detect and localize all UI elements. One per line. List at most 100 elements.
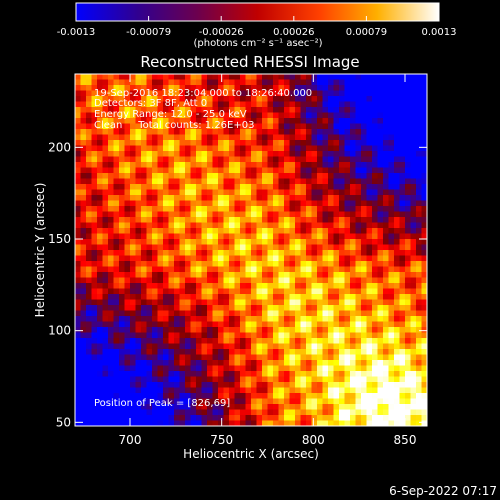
heatmap-cell xyxy=(157,101,164,108)
heatmap-cell xyxy=(421,129,428,135)
heatmap-cell xyxy=(179,299,186,306)
heatmap-cell xyxy=(185,200,191,207)
heatmap-cell xyxy=(102,129,109,135)
heatmap-cell xyxy=(295,272,301,278)
heatmap-cell xyxy=(388,272,395,278)
heatmap-cell xyxy=(75,371,81,377)
heatmap-cell xyxy=(97,217,103,223)
heatmap-cell xyxy=(339,184,345,190)
heatmap-cell xyxy=(295,255,301,262)
heatmap-cell xyxy=(311,206,318,212)
heatmap-cell xyxy=(245,349,252,355)
heatmap-cell xyxy=(174,90,180,97)
heatmap-cell xyxy=(322,393,329,399)
heatmap-cell xyxy=(333,327,340,333)
heatmap-cell xyxy=(196,96,202,102)
heatmap-cell xyxy=(102,96,109,102)
heatmap-cell xyxy=(223,409,230,416)
heatmap-cell xyxy=(240,288,246,295)
heatmap-cell xyxy=(262,294,268,300)
heatmap-cell xyxy=(141,189,147,196)
heatmap-cell xyxy=(157,107,164,113)
heatmap-cell xyxy=(108,360,114,366)
heatmap-cell xyxy=(91,79,98,86)
heatmap-cell xyxy=(262,184,268,190)
heatmap-cell xyxy=(135,189,142,196)
heatmap-cell xyxy=(97,107,103,113)
heatmap-cell xyxy=(416,354,422,361)
heatmap-cell xyxy=(251,85,257,91)
heatmap-cell xyxy=(284,420,290,427)
heatmap-cell xyxy=(141,211,147,218)
heatmap-cell xyxy=(97,288,103,295)
heatmap-cell xyxy=(377,162,384,168)
heatmap-cell xyxy=(212,343,219,350)
heatmap-cell xyxy=(80,409,87,416)
heatmap-cell xyxy=(174,244,180,251)
heatmap-cell xyxy=(229,228,235,234)
heatmap-cell xyxy=(245,343,252,350)
heatmap-cell xyxy=(119,239,125,245)
heatmap-cell xyxy=(124,145,131,152)
heatmap-cell xyxy=(306,129,312,135)
heatmap-cell xyxy=(207,112,213,119)
heatmap-cell xyxy=(295,173,301,179)
heatmap-cell xyxy=(388,354,395,361)
heatmap-cell xyxy=(218,299,224,306)
heatmap-cell xyxy=(157,321,164,328)
heatmap-cell xyxy=(229,332,235,339)
heatmap-cell xyxy=(295,294,301,300)
heatmap-cell xyxy=(355,217,362,223)
heatmap-cell xyxy=(421,239,428,245)
heatmap-cell xyxy=(196,90,202,97)
heatmap-cell xyxy=(207,206,213,212)
colorbar: -0.0013 -0.00079 -0.00026 0.00026 0.00079 0.0… xyxy=(57,2,457,38)
heatmap-cell xyxy=(91,288,98,295)
heatmap-cell xyxy=(405,244,411,251)
heatmap-cell xyxy=(361,239,367,245)
heatmap-cell xyxy=(86,189,92,196)
heatmap-cell xyxy=(295,74,301,80)
heatmap-cell xyxy=(317,217,323,223)
heatmap-cell xyxy=(240,404,246,410)
heatmap-cell xyxy=(168,184,175,190)
heatmap-cell xyxy=(75,145,81,152)
heatmap-cell xyxy=(339,316,345,322)
heatmap-cell xyxy=(322,206,329,212)
heatmap-cell xyxy=(130,167,136,174)
heatmap-cell xyxy=(317,244,323,251)
heatmap-cell xyxy=(218,173,224,179)
heatmap-cell xyxy=(80,250,87,256)
heatmap-cell xyxy=(141,228,147,234)
heatmap-cell xyxy=(372,404,378,410)
heatmap-cell xyxy=(289,145,296,152)
heatmap-cell xyxy=(174,255,180,262)
heatmap-cell xyxy=(190,123,197,130)
heatmap-cell xyxy=(394,118,400,124)
heatmap-cell xyxy=(355,288,362,295)
heatmap-cell xyxy=(152,349,158,355)
heatmap-cell xyxy=(399,277,406,284)
heatmap-cell xyxy=(179,107,186,113)
heatmap-cell xyxy=(262,398,268,405)
heatmap-cell xyxy=(218,272,224,278)
heatmap-cell xyxy=(185,277,191,284)
heatmap-cell xyxy=(75,277,81,284)
heatmap-cell xyxy=(267,415,274,421)
heatmap-cell xyxy=(322,85,329,91)
heatmap-cell xyxy=(179,277,186,284)
heatmap-cell xyxy=(113,382,120,388)
heatmap-cell xyxy=(372,272,378,278)
heatmap-cell xyxy=(179,321,186,328)
heatmap-cell xyxy=(383,244,389,251)
heatmap-cell xyxy=(130,96,136,102)
heatmap-cell xyxy=(328,178,334,185)
heatmap-cell xyxy=(333,134,340,141)
heatmap-cell xyxy=(146,387,153,394)
heatmap-cell xyxy=(388,140,395,146)
heatmap-cell xyxy=(135,90,142,97)
heatmap-cell xyxy=(212,299,219,306)
heatmap-cell xyxy=(377,382,384,388)
heatmap-cell xyxy=(383,299,389,306)
heatmap-cell xyxy=(350,365,356,372)
